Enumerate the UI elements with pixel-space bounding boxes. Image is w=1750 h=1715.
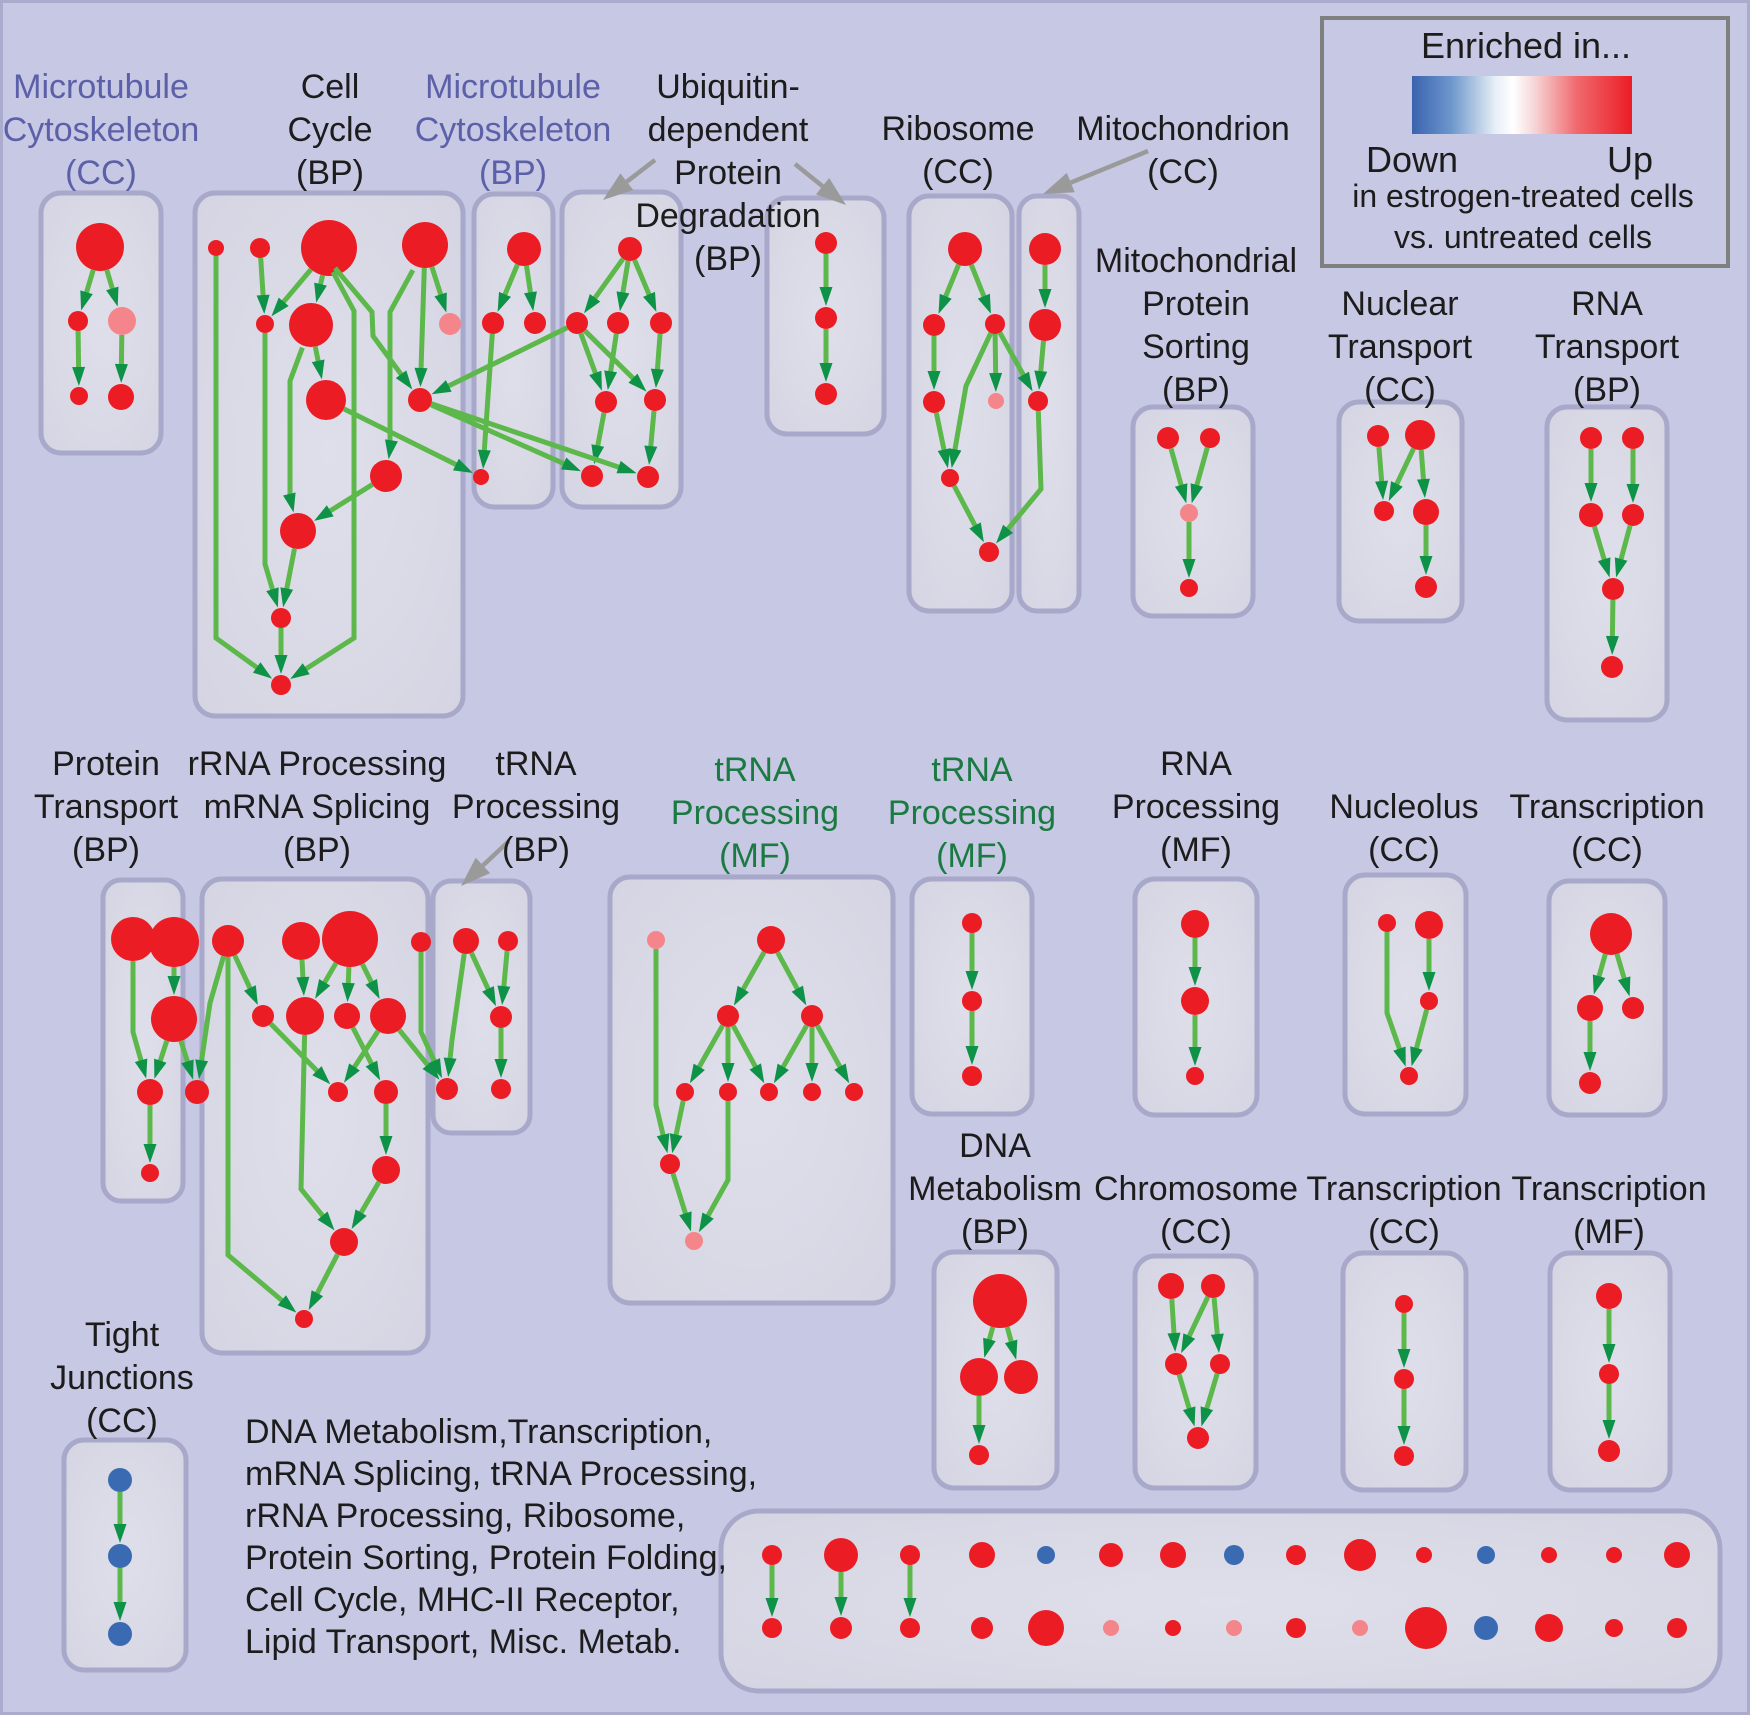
svg-text:Mitochondrion: Mitochondrion: [1076, 110, 1290, 148]
svg-text:(BP): (BP): [502, 831, 570, 869]
svg-text:RNA: RNA: [1571, 285, 1643, 323]
svg-text:(CC): (CC): [1571, 831, 1643, 869]
svg-text:(MF): (MF): [1573, 1213, 1645, 1251]
svg-text:dependent: dependent: [648, 111, 809, 149]
svg-text:Degradation: Degradation: [635, 197, 820, 235]
svg-text:rRNA Processing, Ribosome,: rRNA Processing, Ribosome,: [245, 1497, 685, 1535]
svg-text:Transport: Transport: [1328, 328, 1473, 366]
svg-text:in estrogen-treated cells: in estrogen-treated cells: [1352, 178, 1694, 214]
svg-text:Cell: Cell: [301, 68, 360, 106]
svg-text:(CC): (CC): [1368, 831, 1440, 869]
svg-text:Sorting: Sorting: [1142, 328, 1250, 366]
svg-text:(BP): (BP): [296, 154, 364, 192]
svg-text:Processing: Processing: [1112, 788, 1280, 826]
svg-text:RNA: RNA: [1160, 745, 1232, 783]
svg-text:(MF): (MF): [936, 837, 1008, 875]
svg-text:Metabolism: Metabolism: [908, 1170, 1082, 1208]
svg-text:Transport: Transport: [34, 788, 179, 826]
svg-text:(BP): (BP): [283, 831, 351, 869]
svg-text:(BP): (BP): [1573, 371, 1641, 409]
svg-text:(MF): (MF): [1160, 831, 1232, 869]
svg-text:Cycle: Cycle: [287, 111, 372, 149]
svg-text:Processing: Processing: [671, 794, 839, 832]
svg-text:Up: Up: [1607, 139, 1653, 180]
svg-text:Ribosome: Ribosome: [881, 110, 1034, 148]
svg-text:DNA: DNA: [959, 1127, 1031, 1165]
svg-text:mRNA Splicing, tRNA Processing: mRNA Splicing, tRNA Processing,: [245, 1455, 757, 1493]
svg-text:(CC): (CC): [1147, 153, 1219, 191]
svg-text:(CC): (CC): [1364, 371, 1436, 409]
svg-text:Protein: Protein: [1142, 285, 1250, 323]
svg-text:Protein Sorting, Protein Foldi: Protein Sorting, Protein Folding,: [245, 1539, 727, 1577]
svg-text:Ubiquitin-: Ubiquitin-: [656, 68, 800, 106]
svg-text:(BP): (BP): [72, 831, 140, 869]
svg-text:Nuclear: Nuclear: [1341, 285, 1458, 323]
svg-text:Transcription: Transcription: [1509, 788, 1704, 826]
svg-text:(CC): (CC): [1368, 1213, 1440, 1251]
svg-text:(BP): (BP): [479, 154, 547, 192]
svg-text:(CC): (CC): [86, 1402, 158, 1440]
svg-text:Mitochondrial: Mitochondrial: [1095, 242, 1297, 280]
svg-text:(BP): (BP): [1162, 371, 1230, 409]
svg-text:(CC): (CC): [922, 153, 994, 191]
svg-text:(CC): (CC): [1160, 1213, 1232, 1251]
svg-text:Processing: Processing: [888, 794, 1056, 832]
svg-text:tRNA: tRNA: [495, 745, 577, 783]
svg-text:vs. untreated cells: vs. untreated cells: [1394, 219, 1652, 255]
svg-text:Processing: Processing: [452, 788, 620, 826]
svg-text:Chromosome: Chromosome: [1094, 1170, 1298, 1208]
svg-text:(BP): (BP): [961, 1213, 1029, 1251]
svg-text:Microtubule: Microtubule: [13, 68, 189, 106]
svg-text:Microtubule: Microtubule: [425, 68, 601, 106]
svg-text:Cytoskeleton: Cytoskeleton: [3, 111, 200, 149]
svg-text:(MF): (MF): [719, 837, 791, 875]
svg-text:rRNA Processing: rRNA Processing: [188, 745, 447, 783]
svg-text:(BP): (BP): [694, 240, 762, 278]
svg-text:Junctions: Junctions: [50, 1359, 194, 1397]
svg-text:Protein: Protein: [674, 154, 782, 192]
svg-text:Lipid Transport, Misc. Metab.: Lipid Transport, Misc. Metab.: [245, 1623, 682, 1661]
svg-text:Nucleolus: Nucleolus: [1329, 788, 1478, 826]
svg-text:DNA Metabolism,Transcription,: DNA Metabolism,Transcription,: [245, 1413, 712, 1451]
svg-text:Cytoskeleton: Cytoskeleton: [415, 111, 612, 149]
svg-text:Transcription: Transcription: [1306, 1170, 1501, 1208]
svg-text:tRNA: tRNA: [931, 751, 1013, 789]
svg-text:Transport: Transport: [1535, 328, 1680, 366]
svg-text:Cell Cycle, MHC-II Receptor,: Cell Cycle, MHC-II Receptor,: [245, 1581, 680, 1619]
svg-text:tRNA: tRNA: [714, 751, 796, 789]
svg-text:mRNA Splicing: mRNA Splicing: [204, 788, 431, 826]
svg-text:(CC): (CC): [65, 154, 137, 192]
svg-text:Enriched in...: Enriched in...: [1421, 25, 1631, 66]
svg-text:Protein: Protein: [52, 745, 160, 783]
svg-text:Down: Down: [1366, 139, 1458, 180]
svg-text:Transcription: Transcription: [1511, 1170, 1706, 1208]
svg-text:Tight: Tight: [85, 1316, 160, 1354]
